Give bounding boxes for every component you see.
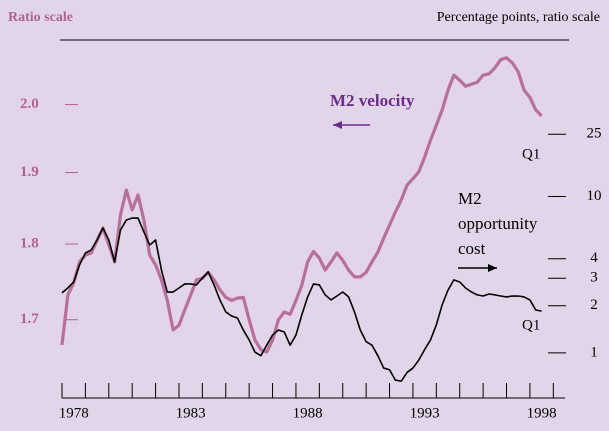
x-tick-label: 1993 [410,405,440,421]
x-tick-label: 1998 [527,405,557,421]
y-tick-label: 2.0 [20,96,39,112]
series-label: M2 opportunity cost [458,189,538,258]
y-tick-label: 1.7 [20,311,39,327]
y2-tick-label: 4 [590,250,598,266]
arrow-head [333,121,342,129]
y2-tick-label: 3 [590,270,598,286]
left-axis-label: Ratio scale [8,10,73,25]
y2-tick-label: 10 [587,188,602,204]
series-line [61,217,542,382]
x-tick-label: 1983 [176,405,206,421]
y2-tick-label: 1 [590,344,598,360]
x-tick-label: 1978 [59,405,89,421]
y-tick-label: 1.9 [20,164,39,180]
y-tick-label: 1.8 [20,236,39,252]
series-line [60,56,543,354]
x-tick-label: 1988 [293,405,323,421]
annotation: Q1 [522,146,540,162]
y2-tick-label: 25 [587,126,602,142]
y2-tick-label: 2 [590,297,598,313]
annotation: Q1 [522,317,540,333]
arrow-head [488,264,497,272]
right-axis-label: Percentage points, ratio scale [437,10,600,25]
series-label: M2 velocity [330,91,415,110]
